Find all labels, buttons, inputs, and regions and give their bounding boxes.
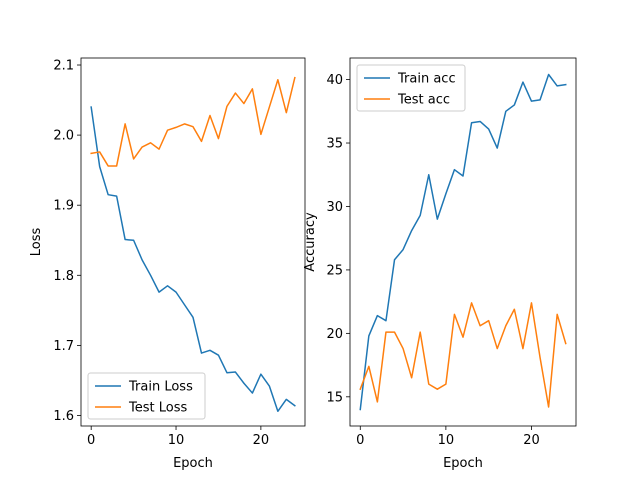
y-tick-label: 40	[326, 73, 343, 88]
legend: Train acc Test acc	[356, 64, 466, 112]
legend: Train Loss Test Loss	[87, 372, 206, 420]
axes-frame	[349, 57, 577, 427]
y-axis-label: Accuracy	[303, 212, 318, 272]
y-tick-label: 2.1	[53, 59, 74, 74]
x-axis-label: Epoch	[173, 456, 213, 471]
y-tick-label: 1.8	[53, 269, 74, 284]
series-line-train-acc	[359, 73, 567, 411]
y-tick-label: 30	[326, 200, 343, 215]
y-tick-label: 2.0	[53, 129, 74, 144]
x-tick-label: 10	[168, 433, 185, 448]
series-line-train-loss	[90, 106, 296, 413]
series-line-test-acc	[359, 302, 567, 408]
x-tick-label: 20	[253, 433, 270, 448]
y-tick-label: 25	[326, 263, 343, 278]
axes-frame	[80, 57, 306, 427]
subplot-1: 0 10 20 1.6 1.7 1.8 1.9 2.0 2.1 Epoch Loss Train Lo…	[29, 57, 306, 471]
legend-entry-label: Test Loss	[128, 401, 187, 416]
series-line-test-loss	[90, 76, 296, 167]
y-tick-label: 20	[326, 327, 343, 342]
y-axis-label: Loss	[29, 228, 44, 257]
x-axis-label: Epoch	[443, 456, 483, 471]
x-tick-label: 0	[87, 433, 95, 448]
x-tick-label: 0	[356, 433, 364, 448]
x-tick-label: 20	[523, 433, 540, 448]
y-tick-label: 35	[326, 137, 343, 152]
x-tick-label: 10	[438, 433, 455, 448]
legend-entry-label: Train Loss	[128, 380, 193, 395]
y-tick-label: 1.9	[53, 199, 74, 214]
y-tick-label: 1.7	[53, 339, 74, 354]
y-tick-label: 1.6	[53, 409, 74, 424]
y-tick-label: 15	[326, 390, 343, 405]
legend-entry-label: Train acc	[397, 72, 456, 87]
legend-entry-label: Test acc	[397, 93, 450, 108]
